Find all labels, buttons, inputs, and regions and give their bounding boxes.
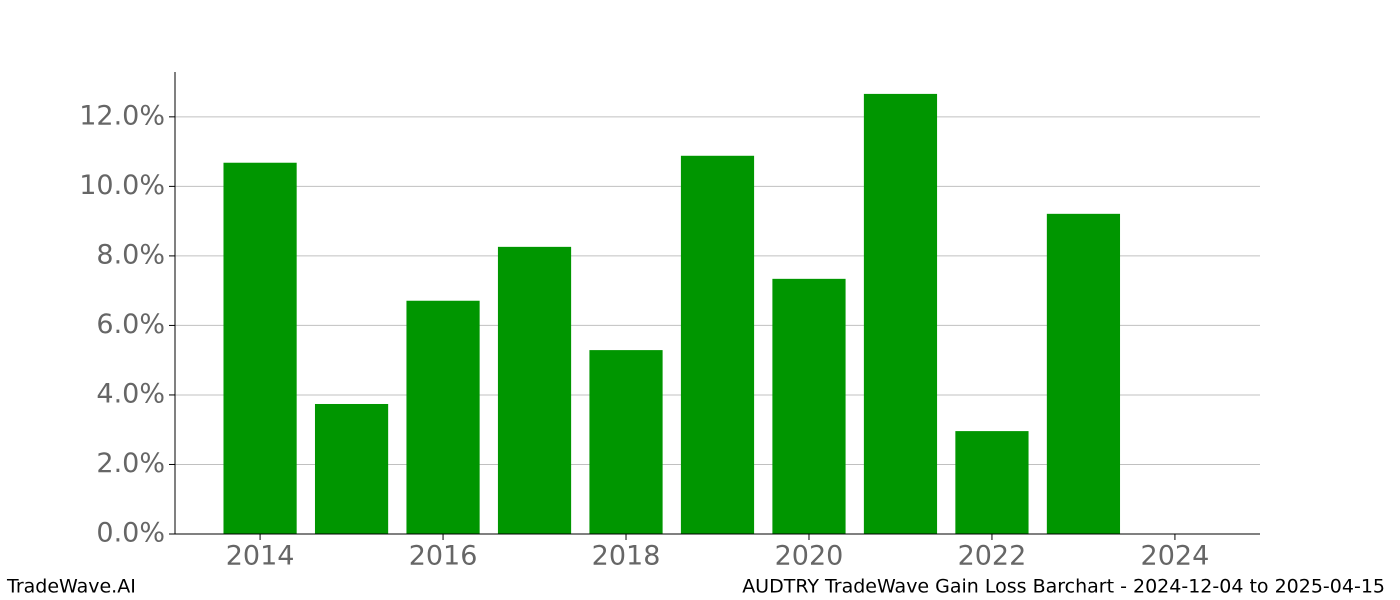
x-tick-label: 2020 <box>775 541 844 572</box>
x-tick-label: 2022 <box>958 541 1027 572</box>
bar <box>1046 213 1121 535</box>
footer-right: AUDTRY TradeWave Gain Loss Barchart - 20… <box>742 576 1385 598</box>
y-tick-label: 12.0% <box>79 100 165 131</box>
bar <box>863 93 938 534</box>
y-tick-label: 8.0% <box>96 239 165 270</box>
bar <box>589 350 663 534</box>
bar <box>406 300 480 534</box>
x-tick-label: 2014 <box>226 541 295 572</box>
bar <box>680 155 755 534</box>
bar <box>772 278 846 534</box>
y-tick-label: 2.0% <box>96 448 165 479</box>
footer-left: TradeWave.AI <box>6 576 136 598</box>
x-tick-label: 2018 <box>592 541 661 572</box>
y-tick-label: 4.0% <box>96 378 165 409</box>
x-tick-label: 2016 <box>409 541 478 572</box>
bar <box>314 403 389 534</box>
y-tick-label: 10.0% <box>79 170 165 201</box>
bar <box>223 162 297 534</box>
x-tick-label: 2024 <box>1141 541 1210 572</box>
bar <box>955 431 1029 534</box>
y-tick-label: 6.0% <box>96 309 165 340</box>
y-tick-label: 0.0% <box>96 518 165 549</box>
bar <box>497 246 572 534</box>
